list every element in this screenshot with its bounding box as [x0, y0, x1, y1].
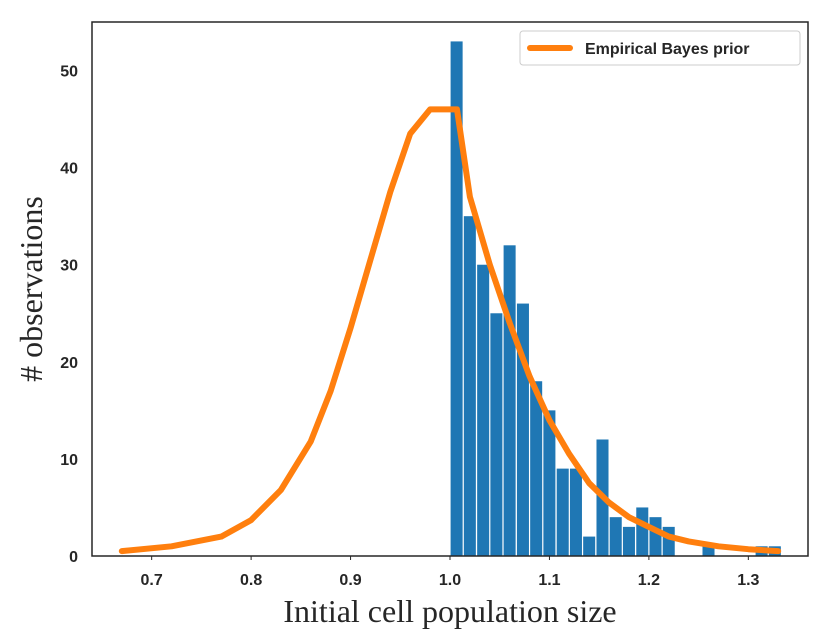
histogram-bar [649, 517, 662, 556]
histogram-bar [450, 41, 463, 556]
histogram-bar [463, 216, 476, 556]
histogram-bar [530, 381, 543, 556]
y-tick-label: 20 [60, 355, 78, 372]
x-tick-label: 1.1 [538, 572, 560, 589]
histogram-bar [622, 526, 635, 556]
histogram-bar [583, 536, 596, 556]
y-tick-label: 0 [69, 549, 78, 566]
y-tick-label: 40 [60, 161, 78, 178]
y-tick-label: 50 [60, 64, 78, 81]
y-axis-label: # observations [13, 196, 49, 382]
y-tick-label: 30 [60, 258, 78, 275]
x-tick-label: 0.7 [141, 572, 163, 589]
histogram-bar [543, 410, 556, 556]
histogram-bar [609, 517, 622, 556]
histogram-bars [450, 41, 781, 557]
histogram-bar [636, 507, 649, 556]
histogram-bar [503, 245, 516, 557]
x-tick-label: 0.8 [240, 572, 262, 589]
histogram-bar [477, 264, 490, 556]
x-tick-label: 0.9 [339, 572, 361, 589]
y-tick-label: 10 [60, 452, 78, 469]
legend: Empirical Bayes prior [519, 30, 801, 66]
x-axis-ticks: 0.7 0.8 0.9 1.0 1.1 1.2 1.3 [141, 556, 760, 589]
x-tick-label: 1.3 [737, 572, 759, 589]
prior-curve [118, 106, 782, 555]
histogram-bar [702, 546, 715, 556]
plot-frame [91, 21, 809, 557]
x-axis-label: Initial cell population size [283, 593, 616, 629]
histogram-bar [569, 468, 582, 556]
histogram-bar [556, 468, 569, 556]
x-tick-label: 1.2 [638, 572, 660, 589]
y-axis-ticks: 0 10 20 30 40 50 [60, 64, 78, 566]
legend-entry-label: Empirical Bayes prior [585, 41, 750, 58]
histogram-bar [490, 313, 503, 556]
legend-box [519, 30, 801, 66]
x-tick-label: 1.0 [439, 572, 461, 589]
